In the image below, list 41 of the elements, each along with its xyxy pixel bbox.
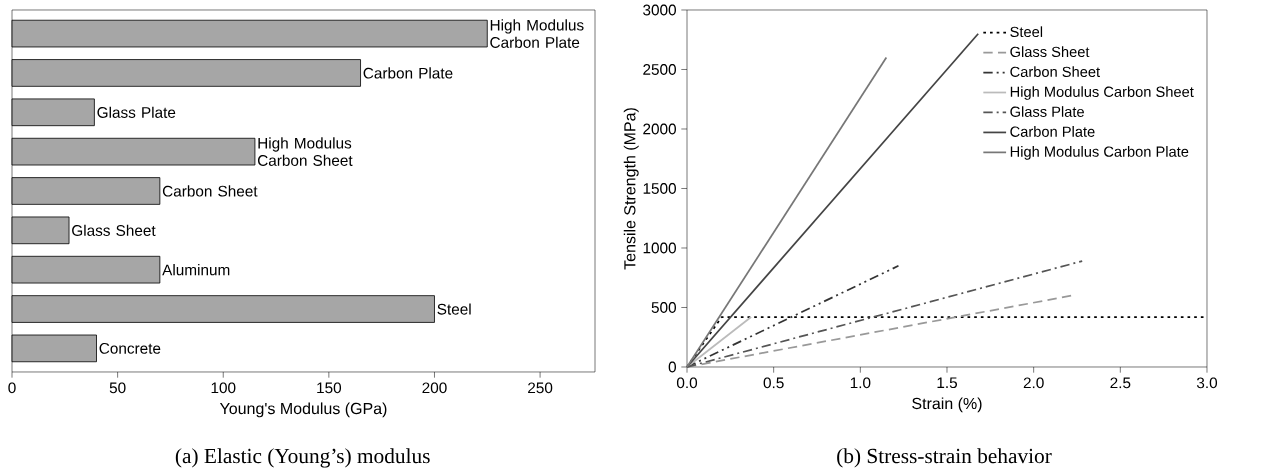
x-tick-label: 50 — [109, 382, 126, 394]
x-tick-label: 150 — [317, 382, 342, 394]
annotation: Glass Sheet — [72, 224, 156, 236]
y-tick-label: 0 — [668, 361, 676, 373]
annotation: Concrete — [99, 342, 161, 354]
x-axis-title: Young's Modulus (GPa) — [219, 402, 387, 418]
x-tick-label: 0.5 — [763, 377, 784, 389]
x-tick-label: 2.5 — [1110, 377, 1131, 389]
x-axis-title: Strain (%) — [912, 397, 982, 413]
legend-label: High Modulus Carbon Plate — [1010, 146, 1189, 160]
x-tick-label: 2.0 — [1023, 377, 1044, 389]
annotation: Steel — [437, 303, 471, 315]
legend-label: Glass Plate — [1010, 106, 1084, 117]
legend-label: Glass Sheet — [1010, 46, 1090, 58]
x-tick-label: 3.0 — [1196, 377, 1218, 389]
x-tick-label: 0 — [8, 382, 16, 394]
x-tick-label: 1.0 — [850, 377, 871, 389]
legend-label: High Modulus Carbon Sheet — [1010, 86, 1194, 100]
x-tick-label: 250 — [528, 382, 553, 394]
y-tick-label: 2000 — [643, 123, 676, 135]
text: (a) Elastic (Young’s) modulus — [175, 448, 430, 468]
x-tick-label: 100 — [211, 382, 236, 394]
x-tick-label: 0.0 — [676, 377, 698, 389]
y-tick-label: 1000 — [643, 242, 676, 254]
y-tick-label: 500 — [651, 302, 676, 313]
legend-label: Carbon Sheet — [1010, 66, 1100, 77]
annotation: Glass Plate — [97, 106, 176, 118]
x-tick-label: 1.5 — [937, 377, 958, 389]
annotation: High Modulus Carbon Plate — [490, 19, 584, 48]
legend-label: Steel — [1010, 26, 1043, 38]
annotation: High Modulus Carbon Sheet — [257, 137, 353, 166]
x-tick-label: 200 — [422, 382, 447, 394]
y-tick-label: 3000 — [643, 4, 676, 16]
annotation: Carbon Plate — [363, 67, 453, 79]
y-axis-title: Tensile Strength (MPa) — [623, 108, 639, 270]
y-tick-label: 1500 — [643, 183, 676, 194]
y-tick-label: 2500 — [643, 64, 676, 75]
annotation: Carbon Sheet — [162, 185, 258, 197]
annotation: Aluminum — [162, 264, 230, 276]
legend-label: Carbon Plate — [1010, 126, 1095, 137]
text: (b) Stress-strain behavior — [837, 448, 1052, 468]
